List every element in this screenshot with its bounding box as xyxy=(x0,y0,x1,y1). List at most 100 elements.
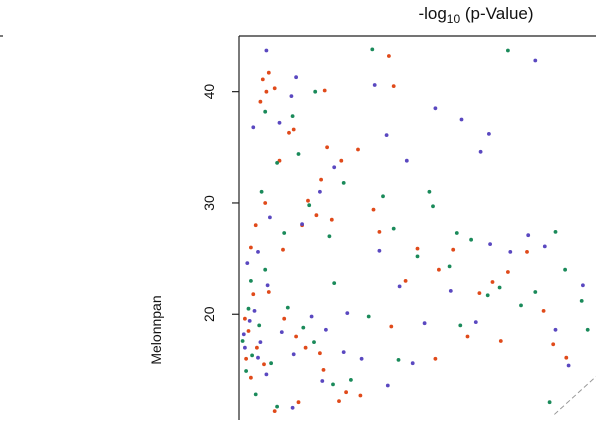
scatter-point xyxy=(266,290,271,294)
scatter-point xyxy=(437,267,441,272)
scatter-point xyxy=(370,47,375,52)
scatter-point xyxy=(300,222,304,227)
scatter-point xyxy=(256,250,260,254)
scatter-point xyxy=(255,345,259,350)
scatter-point xyxy=(371,207,376,212)
scatter-point xyxy=(263,201,268,205)
y-tick-label: 20 xyxy=(201,306,217,322)
title-prefix: -log xyxy=(418,4,446,23)
scatter-point xyxy=(314,213,319,218)
scatter-point xyxy=(396,358,401,362)
scatter-point xyxy=(268,215,272,220)
scatter-point xyxy=(542,244,547,249)
title-subscript: 10 xyxy=(447,12,461,26)
scatter-point xyxy=(477,291,482,295)
scatter-point xyxy=(451,247,456,252)
scatter-point xyxy=(264,89,269,94)
scatter-point xyxy=(459,117,464,122)
scatter-point xyxy=(325,145,329,150)
scatter-point xyxy=(275,161,279,165)
scatter-point xyxy=(285,305,290,310)
scatter-point xyxy=(403,279,408,283)
scatter-point xyxy=(341,181,346,185)
scatter-point xyxy=(433,106,438,111)
scatter-point xyxy=(260,77,265,82)
scatter-point xyxy=(415,254,420,259)
scatter-point xyxy=(381,194,385,199)
scatter-point xyxy=(526,233,531,238)
scatter-point xyxy=(490,280,495,284)
scatter-point xyxy=(322,88,327,93)
scatter-point xyxy=(258,340,263,344)
scatter-point xyxy=(427,189,432,194)
scatter-point xyxy=(272,409,277,413)
scatter-point xyxy=(563,267,567,272)
scatter-point xyxy=(290,405,295,410)
scatter-point xyxy=(377,230,382,234)
scatter-point xyxy=(458,323,463,328)
scatter-point xyxy=(404,158,409,163)
scatter-point xyxy=(433,356,438,361)
scatter-point xyxy=(410,361,415,366)
scatter-point xyxy=(243,316,247,321)
scatter-point xyxy=(359,356,364,361)
scatter-point xyxy=(301,325,306,330)
scatter-point xyxy=(318,189,322,194)
scatter-point xyxy=(249,375,253,380)
scatter-point xyxy=(251,125,256,130)
scatter-point xyxy=(487,132,491,136)
scatter-point xyxy=(263,267,268,272)
scatter-point xyxy=(264,372,269,377)
chart-title: -log10 (p-Value) xyxy=(418,4,533,26)
scatter-point xyxy=(533,290,538,294)
scatter-point xyxy=(387,54,391,58)
scatter-point xyxy=(306,198,310,203)
scatter-point xyxy=(277,120,282,125)
reference-line xyxy=(554,376,596,415)
scatter-point xyxy=(252,309,257,313)
scatter-point xyxy=(241,332,246,337)
y-tick-label: 40 xyxy=(201,84,217,100)
scatter-point xyxy=(256,355,260,360)
scatter-point xyxy=(469,237,473,242)
y-axis-label: Melonnpan xyxy=(148,295,164,364)
scatter-point xyxy=(329,217,334,222)
scatter-point xyxy=(525,250,529,254)
scatter-point xyxy=(339,158,344,163)
scatter-point xyxy=(345,311,350,315)
scatter-point xyxy=(332,281,337,285)
scatter-point xyxy=(294,334,298,339)
scatter-point xyxy=(415,246,420,251)
scatter-point xyxy=(498,339,503,343)
title-suffix: (p-Value) xyxy=(460,4,533,23)
scatter-point xyxy=(290,114,295,118)
scatter-point xyxy=(564,355,569,360)
scatter-point xyxy=(246,329,251,333)
scatter-point xyxy=(585,327,590,332)
scatter-point xyxy=(358,393,363,398)
scatter-point xyxy=(281,247,285,252)
scatter-point xyxy=(332,165,337,170)
scatter-point xyxy=(566,363,571,368)
scatter-point xyxy=(454,231,459,235)
scatter-point xyxy=(377,248,382,253)
scatter-point xyxy=(247,319,252,323)
scatter-point xyxy=(245,261,250,265)
points-layer xyxy=(240,47,590,413)
scatter-point xyxy=(258,99,263,104)
scatter-point xyxy=(391,226,396,231)
scatter-point xyxy=(448,289,453,293)
scatter-point xyxy=(506,270,510,274)
scatter-point xyxy=(269,361,273,366)
scatter-point xyxy=(366,314,371,319)
scatter-point xyxy=(282,231,287,235)
scatter-point xyxy=(262,362,266,367)
scatter-point xyxy=(385,383,390,388)
scatter-point xyxy=(497,285,502,290)
scatter-point xyxy=(465,334,470,339)
scatter-point xyxy=(264,48,269,53)
scatter-point xyxy=(447,264,452,269)
scatter-point xyxy=(296,400,301,405)
scatter-point xyxy=(372,83,377,87)
